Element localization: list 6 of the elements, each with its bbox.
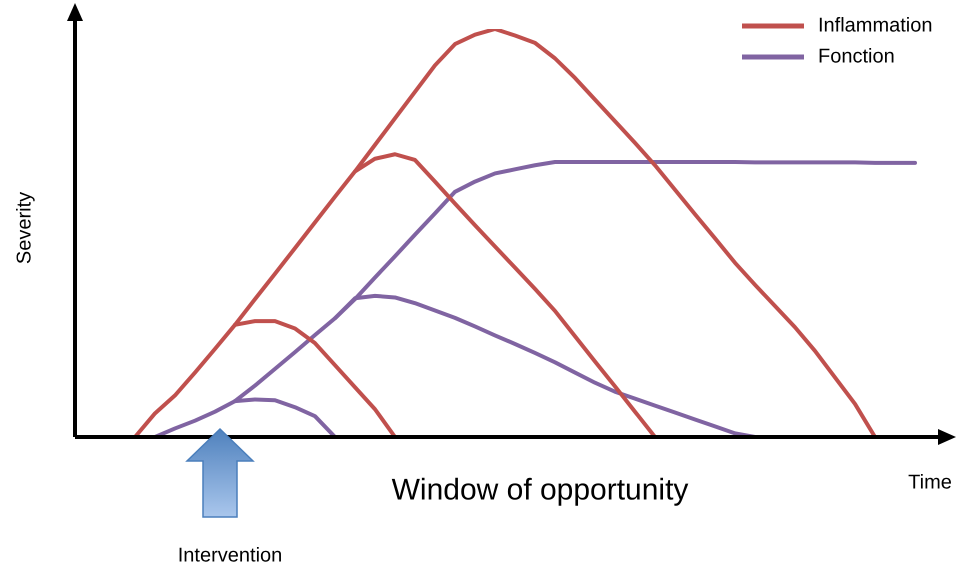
text: Window of opportunity bbox=[392, 473, 688, 506]
legend-label: Fonction bbox=[818, 46, 895, 68]
legend-label: Inflammation bbox=[818, 14, 932, 37]
y-axis-title: Severity bbox=[14, 192, 36, 264]
x-axis-title: Time bbox=[908, 472, 952, 494]
text: Intervention bbox=[178, 544, 282, 567]
